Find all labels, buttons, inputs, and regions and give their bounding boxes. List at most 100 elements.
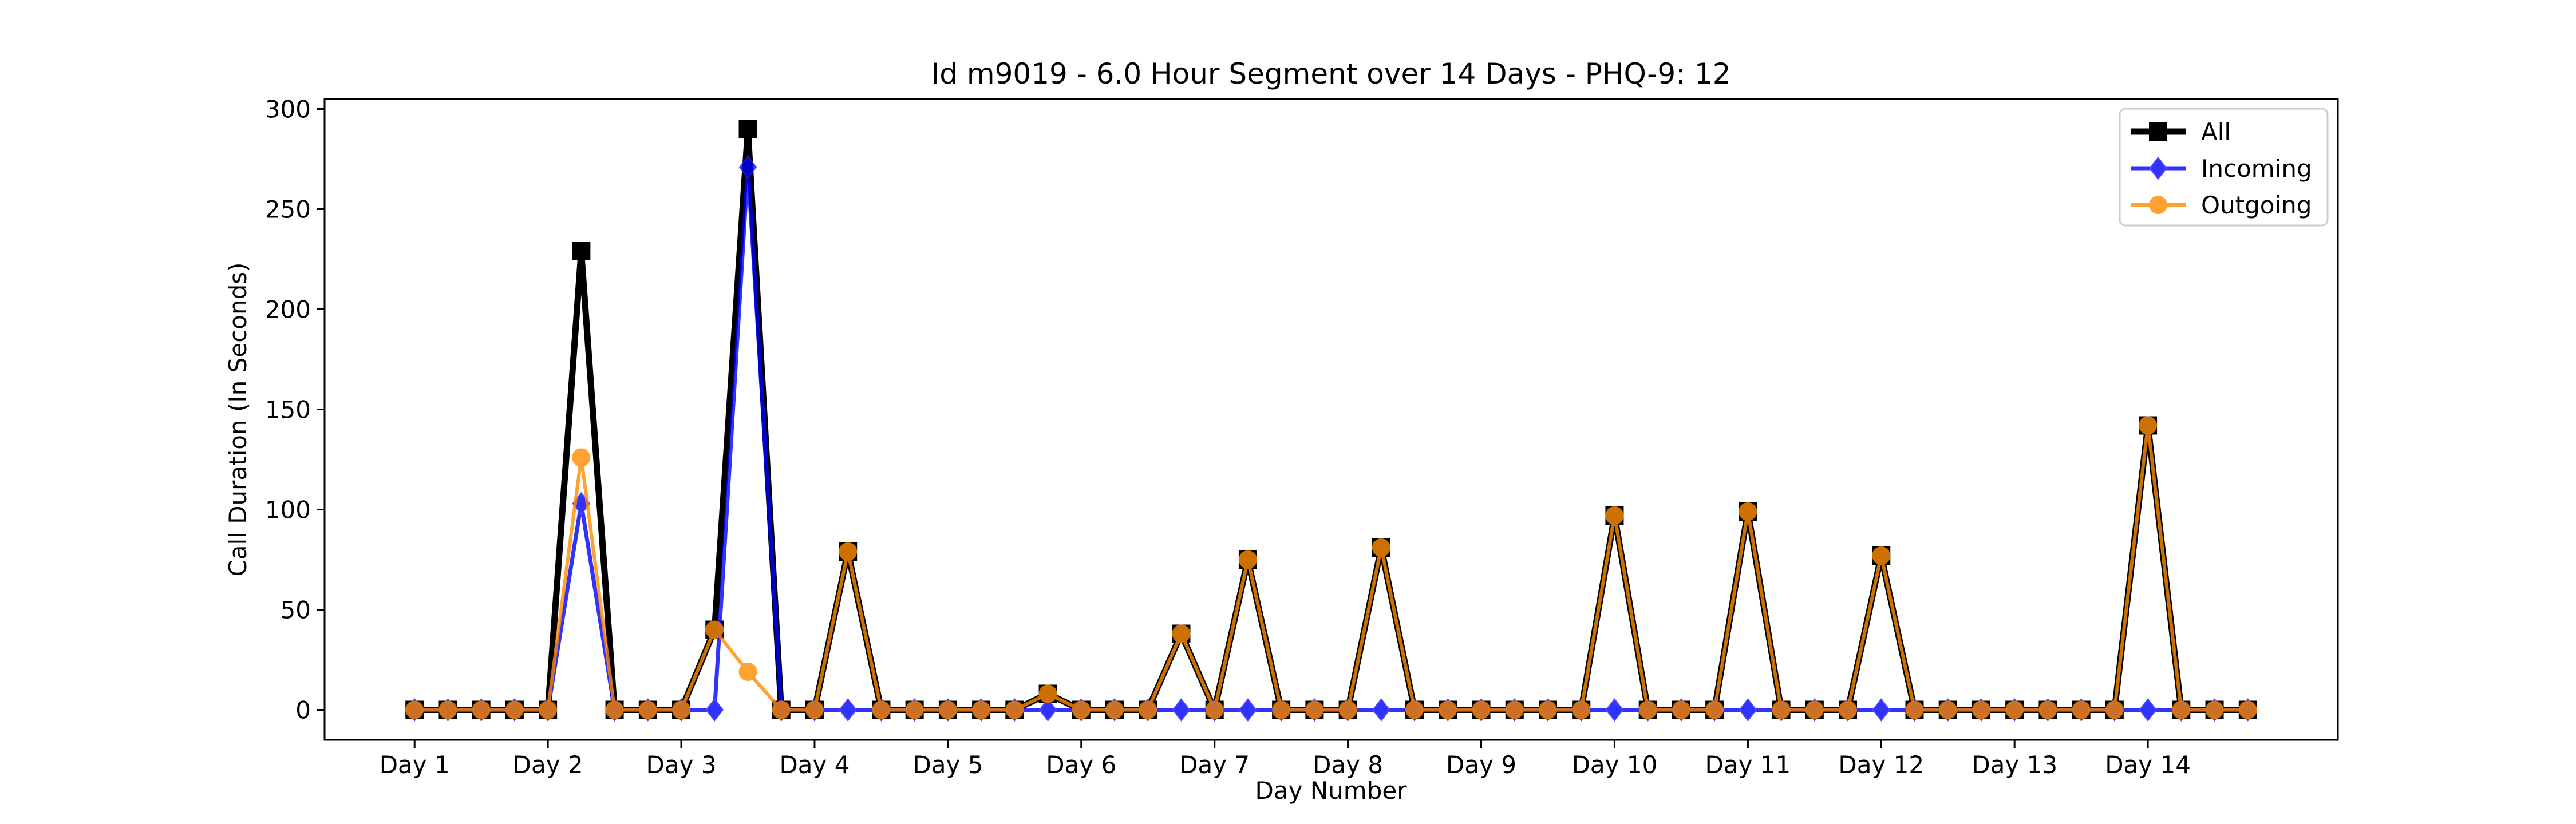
series-outgoing-point — [2139, 416, 2158, 435]
x-tick-label: Day 4 — [779, 751, 850, 779]
series-outgoing-point — [1538, 700, 1557, 719]
series-outgoing-point — [539, 700, 558, 719]
series-incoming-point — [1038, 698, 1057, 722]
series-outgoing-point — [805, 700, 824, 719]
y-tick-label: 50 — [280, 596, 311, 624]
series-incoming-point — [1172, 698, 1191, 722]
series-incoming-point — [1239, 698, 1257, 722]
series-outgoing-point — [572, 448, 591, 467]
series-outgoing-point — [872, 700, 891, 719]
y-axis: 0 50 100 150 200 250 300 — [265, 96, 325, 724]
series-outgoing-point — [1672, 700, 1690, 719]
series-outgoing-point — [772, 700, 791, 719]
series-outgoing-point — [1238, 550, 1257, 569]
series-outgoing-point — [1105, 700, 1124, 719]
series-outgoing-point — [472, 700, 491, 719]
legend-label: Outgoing — [2201, 191, 2312, 219]
series-all-point — [572, 242, 591, 260]
legend-marker — [2149, 122, 2167, 141]
series-outgoing-point — [2072, 700, 2091, 719]
series-outgoing-point — [1405, 700, 1424, 719]
x-tick-label: Day 2 — [513, 751, 583, 779]
series-outgoing-point — [405, 700, 424, 719]
legend-label: Incoming — [2201, 154, 2312, 183]
series-outgoing-point — [2005, 700, 2024, 719]
series-outgoing-point — [1472, 700, 1491, 719]
series-incoming-point — [738, 155, 757, 179]
series-outgoing-point — [1272, 700, 1291, 719]
series-outgoing-point — [1905, 700, 1924, 719]
series-incoming-point — [1372, 698, 1390, 722]
series-outgoing-point — [1139, 700, 1157, 719]
series-outgoing-line — [414, 425, 2248, 716]
series-all-point — [738, 120, 757, 138]
x-tick-label: Day 3 — [646, 751, 717, 779]
series-outgoing-point — [2105, 700, 2124, 719]
x-axis: Day 1 Day 2 Day 3 Day 4 Day 5 Day 6 Day 7 Day 8… — [380, 740, 2191, 779]
series-outgoing-point — [1839, 700, 1858, 719]
legend: All Incoming Outgoing — [2119, 108, 2329, 227]
series-outgoing-point — [1572, 700, 1591, 719]
x-tick-label: Day 5 — [912, 751, 983, 779]
series-all — [405, 120, 2257, 720]
series-outgoing-point — [738, 663, 757, 681]
y-tick-label: 300 — [265, 96, 311, 124]
series-incoming-point — [2139, 698, 2157, 722]
y-tick-label: 100 — [265, 496, 311, 524]
series-outgoing-point — [705, 620, 724, 639]
series-incoming-point — [839, 698, 858, 722]
legend-label: All — [2201, 118, 2231, 146]
x-tick-label: Day 12 — [1838, 751, 1924, 779]
series-outgoing-point — [1505, 700, 1524, 719]
series-outgoing-point — [1205, 700, 1224, 719]
legend-marker — [2149, 196, 2167, 214]
y-tick-label: 150 — [265, 396, 311, 424]
series-outgoing-point — [672, 700, 691, 719]
series-outgoing-point — [972, 700, 991, 719]
legend-item-incoming — [2131, 156, 2186, 180]
series-incoming-point — [1872, 698, 1891, 722]
axes-frame — [323, 98, 2339, 741]
series-outgoing-point — [438, 700, 457, 719]
series-outgoing-point — [1971, 700, 1990, 719]
series-outgoing-point — [1372, 538, 1390, 557]
x-tick-label: Day 1 — [380, 751, 450, 779]
series-outgoing-point — [1072, 700, 1091, 719]
series-outgoing-point — [2205, 700, 2224, 719]
series-outgoing — [405, 416, 2257, 719]
series-outgoing-point — [1938, 700, 1957, 719]
series-outgoing-point — [1172, 624, 1191, 643]
series-outgoing-point — [1305, 700, 1324, 719]
legend-item-outgoing — [2131, 196, 2186, 214]
series-outgoing-point — [505, 700, 524, 719]
chart-title: Id m9019 - 6.0 Hour Segment over 14 Days… — [931, 57, 1730, 90]
series-incoming-point — [705, 698, 724, 722]
x-tick-label: Day 10 — [1572, 751, 1658, 779]
series-outgoing-point — [1005, 700, 1024, 719]
legend-marker — [2149, 156, 2167, 180]
series-outgoing-point — [2238, 700, 2257, 719]
series-outgoing-point — [1739, 502, 1757, 521]
series-incoming-point — [1739, 698, 1757, 722]
series-outgoing-point — [2038, 700, 2057, 719]
x-tick-label: Day 8 — [1313, 751, 1383, 779]
y-axis-label: Call Duration (In Seconds) — [224, 262, 252, 576]
x-tick-label: Day 14 — [2105, 751, 2191, 779]
x-tick-label: Day 11 — [1705, 751, 1791, 779]
series-outgoing-point — [1605, 506, 1624, 525]
series-outgoing-point — [1872, 546, 1891, 565]
plot-area — [405, 120, 2257, 722]
x-tick-label: Day 9 — [1446, 751, 1516, 779]
series-outgoing-point — [1805, 700, 1824, 719]
series-incoming-line — [414, 167, 2248, 712]
series-outgoing-point — [1338, 700, 1357, 719]
series-outgoing-point — [638, 700, 657, 719]
series-outgoing-point — [905, 700, 924, 719]
series-incoming — [405, 155, 2257, 722]
y-tick-label: 0 — [295, 696, 311, 724]
series-outgoing-point — [839, 542, 858, 561]
y-tick-label: 250 — [265, 196, 311, 224]
series-outgoing-point — [1038, 684, 1057, 703]
x-axis-label: Day Number — [1255, 777, 1407, 805]
x-tick-label: Day 6 — [1046, 751, 1116, 779]
